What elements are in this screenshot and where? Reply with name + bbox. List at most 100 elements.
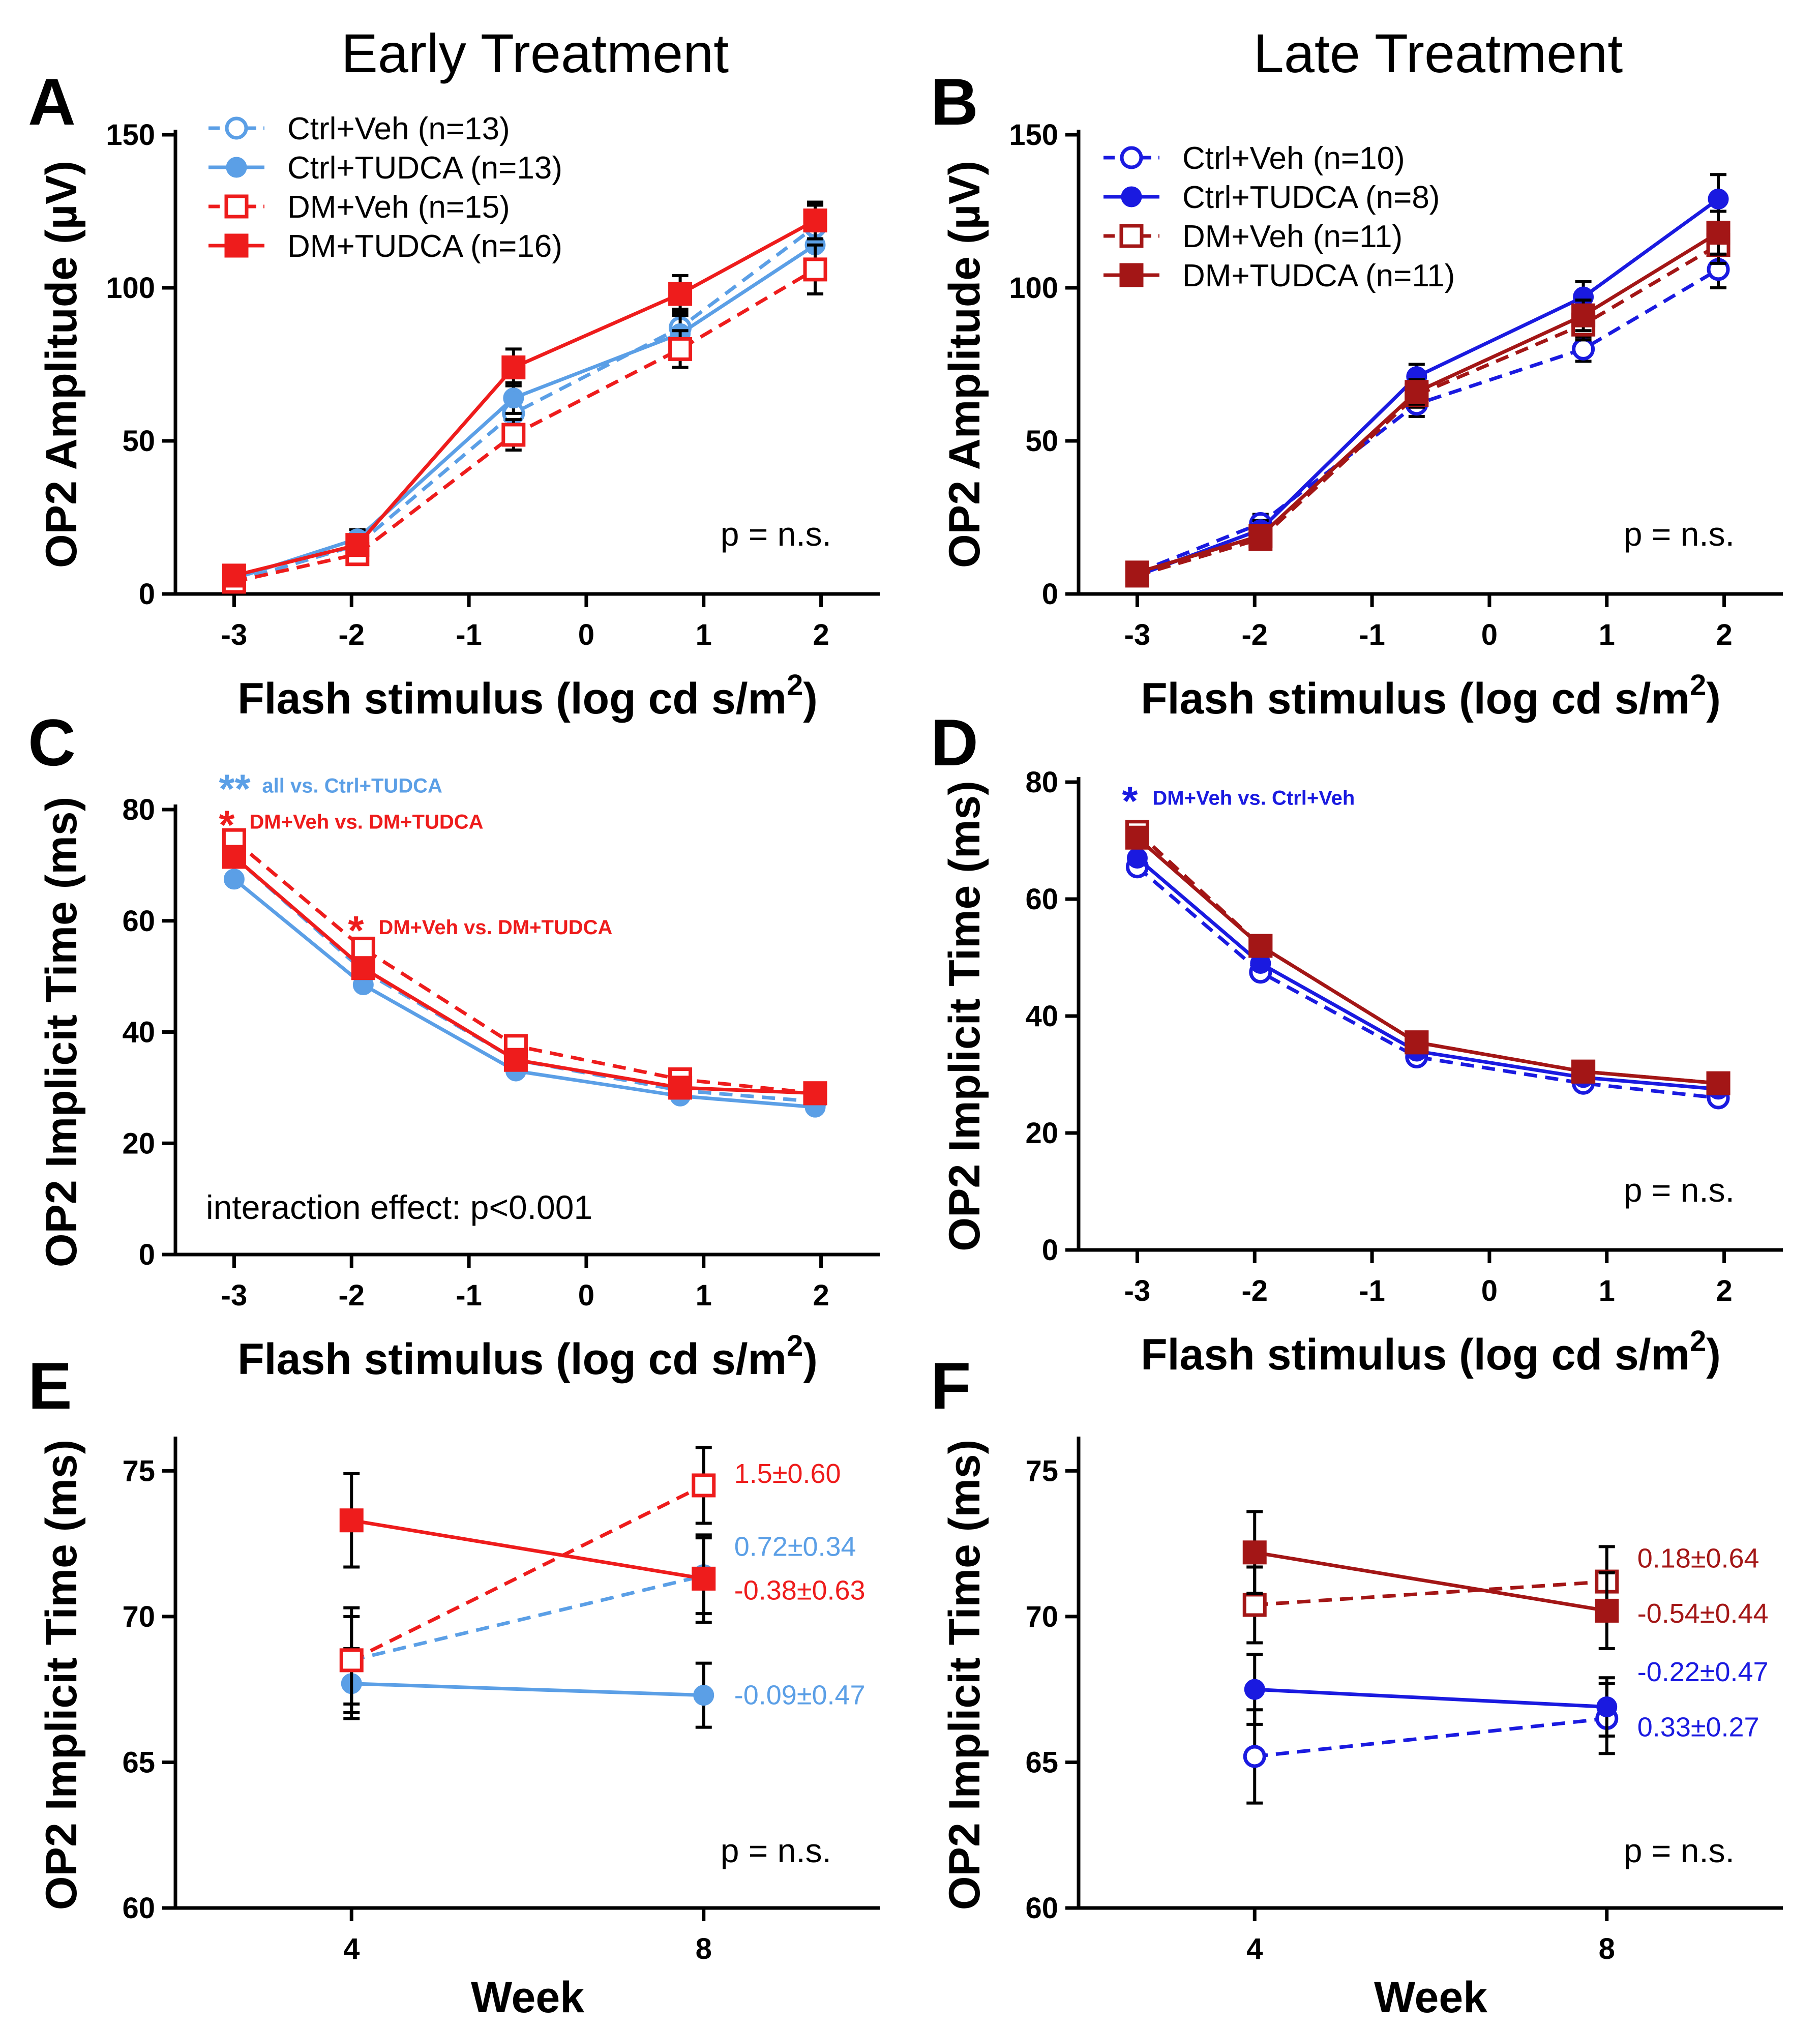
panel-letter: C — [28, 705, 76, 780]
legend-marker — [1119, 224, 1144, 248]
series-dm-tudca — [1125, 210, 1731, 585]
data-point — [223, 869, 245, 890]
legend-entry: Ctrl+Veh (n=13) — [287, 111, 510, 146]
y-axis-label: OP2 Implicit Time (ms) — [37, 797, 86, 1268]
legend-marker — [224, 233, 249, 258]
series-ctrl-veh — [1125, 855, 1730, 1110]
series-dm-tudca: -0.38±0.63 — [339, 1472, 866, 1624]
x-axis-label-main: Flash stimulus (log cd s/m — [1141, 674, 1690, 723]
x-tick-label: 1 — [696, 618, 712, 651]
series-dm-tudca — [222, 200, 827, 588]
x-axis-label-end: ) — [1706, 674, 1721, 723]
x-tick-label: 4 — [343, 1932, 360, 1965]
data-point — [668, 282, 693, 306]
x-tick-label: 1 — [1599, 1274, 1615, 1307]
x-axis-label-main: Week — [471, 1973, 584, 2022]
series-line — [350, 1483, 705, 1662]
y-axis-label: OP2 Implicit Time (ms) — [37, 1440, 86, 1911]
data-point — [1596, 1696, 1618, 1718]
y-axis-label: OP2 Amplitude (µV) — [37, 161, 86, 568]
data-point — [503, 387, 524, 409]
panel-letter: F — [931, 1349, 971, 1423]
series-dm-veh: 1.5±0.60 — [339, 1446, 841, 1715]
data-point — [1706, 1071, 1731, 1095]
data-point — [222, 845, 246, 869]
x-tick-label: 2 — [1716, 1274, 1732, 1307]
change-label: 0.72±0.34 — [734, 1531, 856, 1562]
significance-star: ** — [219, 766, 251, 811]
y-tick-label: 50 — [1025, 425, 1058, 458]
y-tick-label: 60 — [1025, 883, 1058, 916]
data-point — [339, 1508, 364, 1533]
data-point — [501, 423, 526, 447]
x-axis-label-sup: 2 — [787, 669, 803, 702]
legend-entry: Ctrl+Veh (n=10) — [1182, 141, 1405, 176]
series-line — [351, 1518, 704, 1580]
x-axis-label-sup: 2 — [787, 1329, 803, 1362]
x-axis-label-main: Flash stimulus (log cd s/m — [237, 1335, 787, 1384]
series-line — [1255, 1579, 1607, 1607]
data-point — [1244, 1679, 1265, 1700]
x-axis-label-end: ) — [803, 1335, 818, 1384]
data-point — [1248, 524, 1273, 548]
x-axis-label-main: Flash stimulus (log cd s/m — [1141, 1330, 1690, 1379]
data-point — [803, 208, 827, 233]
series-ctrl-tudca: -0.22±0.47 — [1244, 1653, 1769, 1738]
significance-star: * — [348, 908, 364, 953]
legend-marker — [226, 157, 247, 178]
x-tick-label: 4 — [1246, 1932, 1263, 1965]
x-axis-label-main: Week — [1374, 1973, 1487, 2022]
y-tick-label: 0 — [1042, 578, 1058, 611]
change-label: -0.09±0.47 — [734, 1680, 866, 1711]
x-axis-label: Flash stimulus (log cd s/m2) — [1141, 1325, 1721, 1379]
x-axis-label-main: Flash stimulus (log cd s/m — [237, 674, 787, 723]
change-label: 1.5±0.60 — [734, 1458, 841, 1489]
data-point — [351, 956, 375, 980]
series-dm-tudca: -0.54±0.44 — [1242, 1510, 1769, 1650]
series-line — [351, 1682, 704, 1697]
x-tick-label: -3 — [221, 618, 248, 651]
x-tick-label: 1 — [696, 1279, 712, 1312]
y-tick-label: 100 — [106, 272, 155, 305]
change-label: -0.22±0.47 — [1637, 1657, 1769, 1687]
data-point — [803, 257, 827, 282]
y-tick-label: 60 — [122, 905, 155, 938]
panel-letter: D — [931, 705, 978, 780]
significance-star: * — [219, 802, 235, 847]
x-tick-label: 8 — [1599, 1932, 1615, 1965]
legend-marker — [224, 194, 249, 219]
legend: Ctrl+Veh (n=13) Ctrl+TUDCA (n=13) DM+Veh (… — [208, 111, 562, 264]
y-tick-label: 60 — [122, 1892, 155, 1925]
x-tick-label: -1 — [1359, 618, 1385, 651]
x-tick-label: -1 — [456, 618, 482, 651]
y-tick-label: 80 — [122, 793, 155, 826]
x-tick-label: -1 — [1359, 1274, 1385, 1307]
change-label: 0.33±0.27 — [1637, 1712, 1759, 1743]
data-point — [1572, 337, 1595, 361]
data-point — [1571, 1059, 1596, 1084]
y-tick-label: 70 — [122, 1600, 155, 1633]
x-tick-label: -1 — [456, 1279, 482, 1312]
change-label: 0.18±0.64 — [1637, 1543, 1759, 1573]
y-tick-label: 0 — [139, 578, 155, 611]
series-dm-tudca — [222, 845, 827, 1106]
series-ctrl-tudca — [223, 869, 826, 1118]
x-axis-label: Flash stimulus (log cd s/m2) — [237, 669, 818, 723]
legend-entry: DM+Veh (n=15) — [287, 190, 510, 225]
data-point — [1571, 303, 1596, 327]
data-point — [668, 1076, 693, 1100]
x-tick-label: -2 — [1241, 618, 1268, 651]
significance-label: all vs. Ctrl+TUDCA — [262, 774, 442, 797]
data-point — [339, 1648, 364, 1673]
x-tick-label: -2 — [1241, 1274, 1268, 1307]
y-tick-label: 150 — [106, 118, 155, 152]
x-axis-label-end: ) — [1706, 1330, 1721, 1379]
data-point — [692, 1566, 716, 1591]
change-label: -0.54±0.44 — [1637, 1598, 1769, 1629]
change-label: -0.38±0.63 — [734, 1575, 866, 1605]
series-line — [1254, 1716, 1607, 1758]
y-axis-label: OP2 Implicit Time (ms) — [940, 1440, 989, 1911]
